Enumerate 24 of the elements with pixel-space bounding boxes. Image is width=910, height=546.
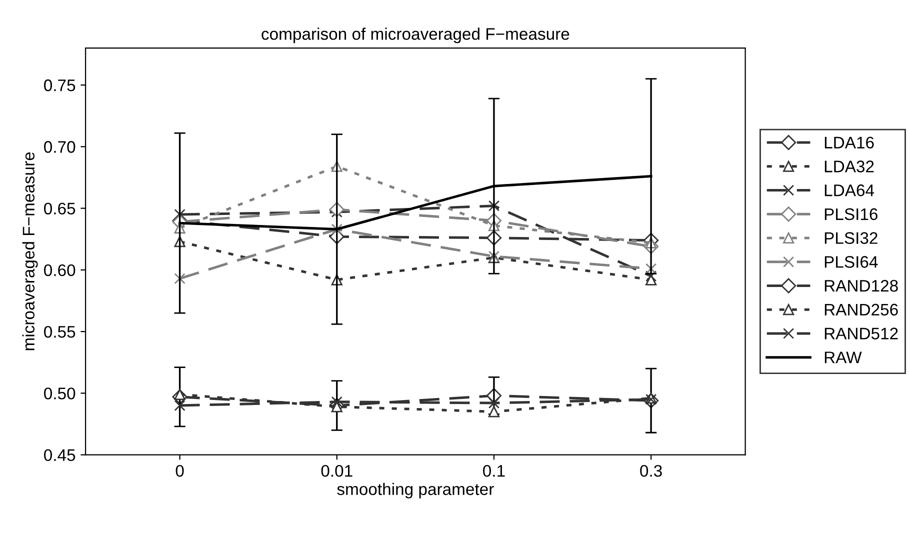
chart-title: comparison of microaveraged F−measure — [262, 28, 570, 44]
legend-label: PLSI32 — [824, 232, 878, 244]
y-tick-label: 0.45 — [44, 449, 76, 462]
legend-label: PLSI64 — [824, 256, 878, 268]
legend-label: RAW — [824, 352, 862, 364]
x-tick-label: 0 — [176, 464, 184, 477]
legend-label: RAND256 — [824, 304, 898, 316]
y-tick-label: 0.65 — [44, 202, 76, 214]
y-tick-label: 0.75 — [44, 79, 76, 92]
y-tick-label: 0.55 — [44, 326, 76, 338]
y-axis-title: microaveraged F−measure — [22, 152, 38, 350]
y-tick-label: 0.50 — [44, 388, 76, 400]
x-tick-label: 0.1 — [483, 464, 505, 477]
x-tick-label: 0.01 — [321, 464, 352, 477]
y-tick-label: 0.70 — [44, 141, 76, 153]
legend-label: LDA64 — [824, 184, 874, 196]
y-tick-label: 0.60 — [44, 264, 76, 276]
x-tick-label: 0.3 — [640, 464, 662, 477]
legend-label: RAND512 — [824, 328, 898, 340]
x-axis-title: smoothing parameter — [337, 482, 494, 498]
legend-label: LDA16 — [824, 136, 874, 148]
legend-label: RAND128 — [824, 280, 898, 292]
legend-label: PLSI16 — [824, 208, 878, 220]
legend-label: LDA32 — [824, 160, 874, 172]
